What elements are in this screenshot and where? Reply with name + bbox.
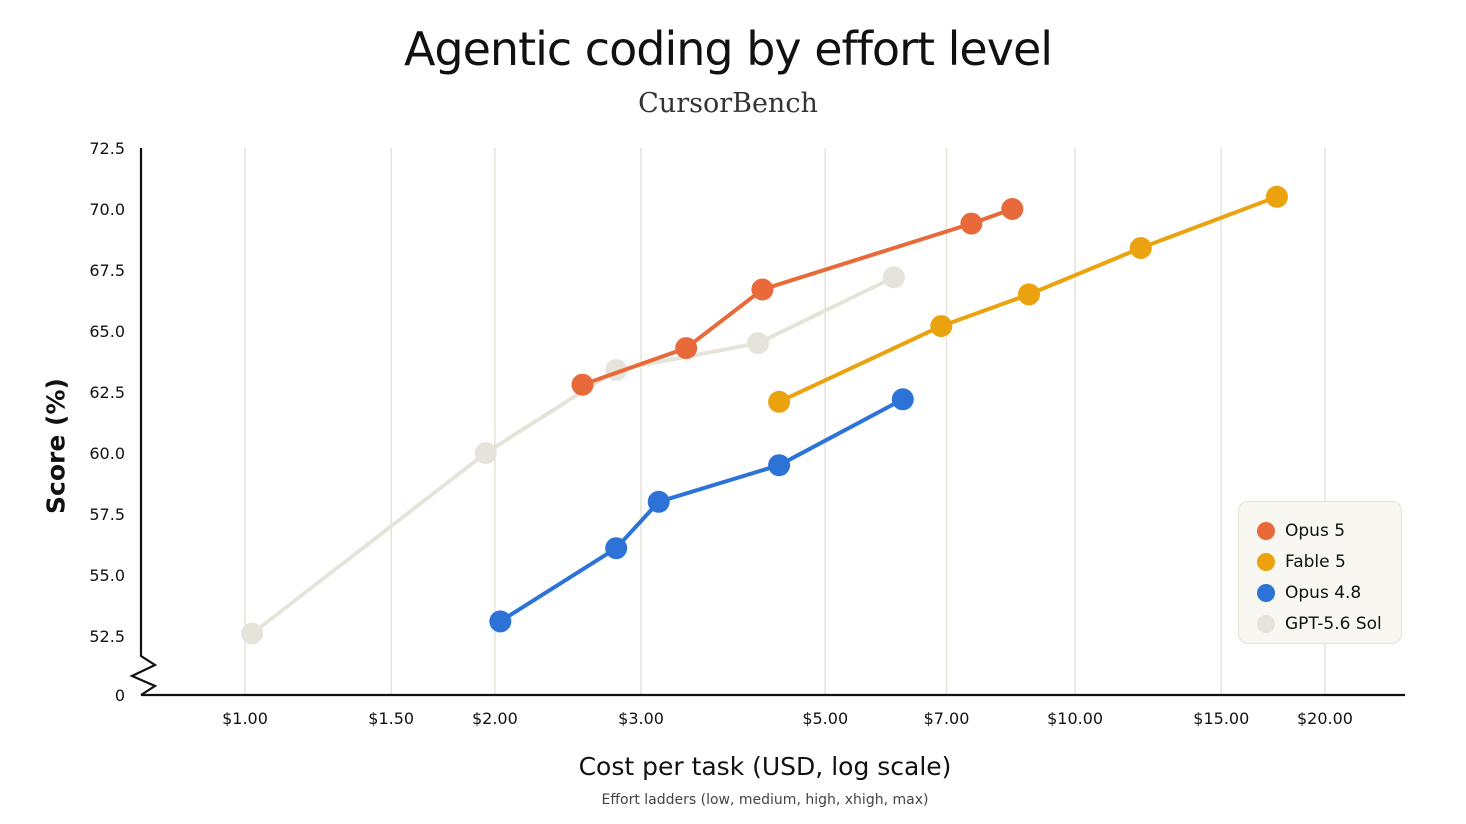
series-opus-5 (571, 198, 1024, 396)
grid-lines (244, 148, 1326, 695)
legend-item-gpt-5-6-sol: GPT-5.6 Sol (1257, 608, 1401, 639)
chart-subtitle: CursorBench (638, 88, 818, 119)
legend-swatch (1257, 614, 1275, 633)
x-tick-label: $3.00 (618, 709, 664, 728)
axes (129, 148, 1405, 697)
series-opus-4-8 (489, 388, 914, 633)
y-tick-label: 67.5 (89, 261, 125, 280)
data-point-opus-5 (751, 278, 774, 301)
y-tick-label: 62.5 (89, 383, 125, 402)
data-point-opus-4-8 (489, 610, 512, 633)
y-tick-label: 70.0 (89, 200, 125, 219)
data-point-opus-5 (1001, 198, 1024, 220)
data-point-opus-5 (960, 212, 983, 235)
y-tick-label: 65.0 (89, 322, 125, 341)
x-tick-label: $2.00 (472, 709, 518, 728)
data-point-opus-4-8 (768, 454, 791, 477)
y-axis-line (129, 148, 158, 696)
legend-swatch (1257, 521, 1275, 540)
chart-title: Agentic coding by effort level (403, 22, 1053, 76)
x-axis-label: Cost per task (USD, log scale) (578, 752, 952, 781)
tick-labels: $1.00 $1.50 $2.00 $3.00 $5.00 $7.00 $10.00 $15.… (89, 139, 1353, 728)
legend-item-opus-4-8: Opus 4.8 (1257, 577, 1401, 608)
data-point-fable-5 (930, 315, 953, 338)
legend-label: Opus 4.8 (1285, 582, 1362, 603)
series-layer (241, 185, 1288, 645)
y-tick-label: 72.5 (89, 139, 125, 158)
x-tick-label: $1.50 (368, 709, 414, 728)
data-point-fable-5 (1018, 283, 1040, 306)
data-point-fable-5 (1265, 185, 1288, 208)
legend-swatch (1257, 583, 1275, 602)
data-point-fable-5 (1129, 237, 1152, 259)
x-tick-label: $15.00 (1193, 709, 1249, 728)
series-fable-5 (768, 185, 1288, 413)
data-point-opus-5 (571, 373, 594, 396)
legend-label: GPT-5.6 Sol (1285, 613, 1382, 634)
x-tick-label: $10.00 (1047, 709, 1103, 728)
legend: Opus 5 Fable 5 Opus 4.8 GPT-5.6 Sol (1238, 501, 1402, 644)
y-break-label: 0 (115, 686, 125, 705)
data-point-gpt-5-6-sol (474, 442, 497, 464)
legend-swatch (1257, 552, 1275, 571)
series-gpt-5-6-sol (241, 266, 905, 645)
x-tick-label: $5.00 (802, 709, 848, 728)
y-tick-label: 52.5 (89, 627, 125, 646)
legend-item-fable-5: Fable 5 (1257, 546, 1401, 577)
x-tick-label: $1.00 (222, 709, 268, 728)
legend-item-opus-5: Opus 5 (1257, 515, 1401, 546)
x-tick-label: $7.00 (924, 709, 970, 728)
data-point-gpt-5-6-sol (747, 332, 769, 355)
x-tick-label: $20.00 (1297, 709, 1353, 728)
y-tick-label: 57.5 (89, 505, 125, 524)
chart-note: Effort ladders (low, medium, high, xhigh… (601, 792, 929, 808)
y-tick-label: 60.0 (89, 444, 125, 463)
data-point-gpt-5-6-sol (882, 266, 905, 289)
data-point-opus-4-8 (605, 537, 628, 560)
series-line-opus-4-8 (498, 397, 905, 624)
series-line-opus-5 (580, 207, 1015, 387)
y-tick-label: 55.0 (89, 566, 125, 585)
data-point-opus-4-8 (891, 388, 914, 411)
legend-label: Fable 5 (1285, 551, 1346, 572)
data-point-opus-5 (675, 337, 698, 360)
legend-label: Opus 5 (1285, 520, 1346, 541)
data-point-opus-4-8 (647, 490, 670, 513)
data-point-gpt-5-6-sol (241, 622, 264, 645)
data-point-fable-5 (768, 390, 791, 413)
